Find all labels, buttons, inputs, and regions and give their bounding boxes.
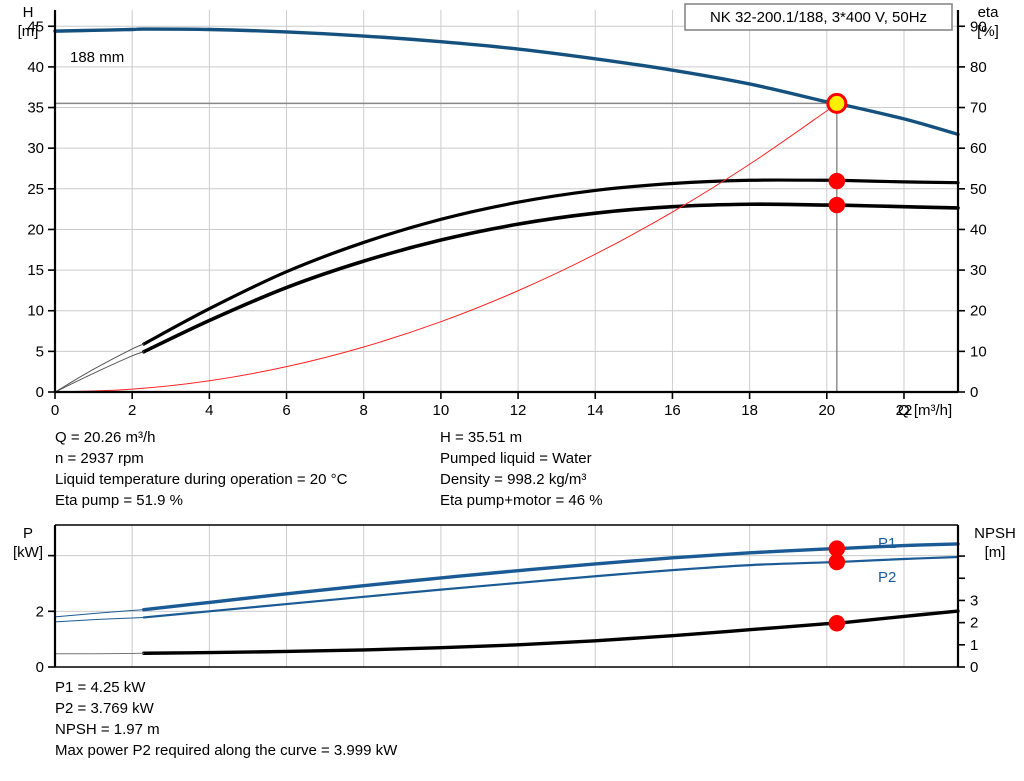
x-axis-tick-label: 8	[360, 402, 368, 419]
left-axis-tick-label: 45	[27, 18, 44, 35]
right-axis-tick-label: 30	[970, 262, 987, 279]
curve-eta-pump-motor	[141, 202, 960, 354]
p1-series-label: P1	[878, 535, 896, 552]
head-duty-point[interactable]	[826, 92, 848, 114]
curve-p1-thin-preamble	[54, 609, 145, 618]
x-axis-tick-label: 2	[128, 402, 136, 419]
power-npsh-chart: 0 2 0 1 2 3 P [kW] NPSH [m] P1 P2	[13, 524, 1016, 676]
right-axis-tick-label: 3	[970, 592, 978, 609]
curve-h-188-mm-	[53, 27, 960, 137]
right-axis-tick-label: 50	[970, 181, 987, 198]
duty-markers	[826, 92, 848, 214]
left-axis-tick-label: 10	[27, 303, 44, 320]
right-axis-tick-label: 0	[970, 659, 978, 676]
series-group	[54, 542, 960, 655]
operating-point-right-line-3: Eta pump+motor = 46 %	[440, 492, 603, 509]
operating-point-right-line-1: Pumped liquid = Water	[440, 450, 592, 467]
right-axis-tick-label: 40	[970, 221, 987, 238]
x-axis-tick-label: 4	[205, 402, 213, 419]
curve-p2-thin-preamble	[54, 616, 145, 623]
right-axis-unit: [m]	[985, 544, 1006, 561]
left-axis-tick-label: 30	[27, 140, 44, 157]
duty-markers	[828, 540, 846, 632]
power-info-line-1: P2 = 3.769 kW	[55, 700, 154, 717]
operating-point-left-line-1: n = 2937 rpm	[55, 450, 144, 467]
curve-eta-pump-motor-thin-preamble	[54, 351, 145, 393]
operating-point-left-line-2: Liquid temperature during operation = 20…	[55, 471, 348, 488]
curve-system-pipe-curve	[54, 102, 838, 393]
left-axis-tick-label: 15	[27, 262, 44, 279]
eta-pump-duty-point[interactable]	[828, 172, 846, 190]
head-eta-chart: 0 5 10 15 20 25 30 35 40 45 0 10 20 30 40 50 60 70 80 90 0 2 4…	[18, 3, 1000, 419]
power-info-line-0: P1 = 4.25 kW	[55, 679, 146, 696]
operating-point-right-line-2: Density = 998.2 kg/m³	[440, 471, 587, 488]
axes: 0 2 0 1 2 3	[36, 524, 978, 676]
operating-point-info-right: H = 35.51 m Pumped liquid = Water Density …	[440, 427, 603, 511]
x-axis-tick-label: 12	[510, 402, 527, 419]
left-axis-tick-label: 0	[36, 659, 44, 676]
left-axis-title: P	[23, 525, 33, 542]
x-axis-tick-label: 16	[664, 402, 681, 419]
impeller-diameter-label: 188 mm	[70, 49, 124, 66]
curve-eta-pump-thin-preamble	[54, 343, 145, 393]
axes: 0 5 10 15 20 25 30 35 40 45 0 10 20 30 40 50 60 70 80 90 0 2 4…	[27, 10, 987, 419]
pump-title: NK 32-200.1/188, 3*400 V, 50Hz	[710, 9, 927, 26]
right-axis-unit: [%]	[977, 23, 999, 40]
npsh-duty-point[interactable]	[828, 615, 846, 632]
operating-point-left-line-0: Q = 20.26 m³/h	[55, 429, 156, 446]
x-axis-tick-label: 0	[51, 402, 59, 419]
eta-pump-motor-duty-point[interactable]	[828, 196, 846, 214]
right-axis-tick-label: 1	[970, 637, 978, 654]
left-axis-title: H	[23, 4, 34, 21]
left-axis-tick-label: 25	[27, 181, 44, 198]
title-box	[684, 3, 953, 31]
x-axis-tick-label: 22	[896, 402, 913, 419]
duty-guides	[55, 102, 838, 392]
grid-lines	[54, 10, 958, 393]
right-axis-tick-label: 60	[970, 140, 987, 157]
operating-point-info-left: Q = 20.26 m³/h n = 2937 rpm Liquid tempera…	[55, 427, 347, 511]
p2-series-label: P2	[878, 569, 896, 586]
power-info-line-2: NPSH = 1.97 m	[55, 721, 160, 738]
power-info-line-3: Max power P2 required along the curve = …	[55, 742, 398, 759]
left-axis-unit: [m]	[18, 23, 39, 40]
right-axis-title: NPSH	[974, 525, 1016, 542]
x-axis-tick-label: 18	[741, 402, 758, 419]
x-axis-tick-label: 14	[587, 402, 604, 419]
left-axis-tick-label: 5	[36, 343, 44, 360]
x-axis-tick-label: 6	[282, 402, 290, 419]
left-axis-tick-label: 20	[27, 221, 44, 238]
operating-point-right-line-0: H = 35.51 m	[440, 429, 523, 446]
right-axis-tick-label: 2	[970, 615, 978, 632]
x-axis-tick-label: 20	[818, 402, 835, 419]
left-axis-unit: [kW]	[13, 544, 43, 561]
x-axis-tick-label: 10	[433, 402, 450, 419]
right-axis-tick-label: 0	[970, 384, 978, 401]
right-axis-tick-label: 20	[970, 303, 987, 320]
right-axis-tick-label: 10	[970, 343, 987, 360]
left-axis-tick-label: 0	[36, 384, 44, 401]
series-group	[53, 27, 960, 393]
left-axis-tick-label: 2	[36, 603, 44, 620]
x-axis-title: Q [m³/h]	[898, 402, 952, 419]
power-info-block: P1 = 4.25 kW P2 = 3.769 kW NPSH = 1.97 m Ma…	[55, 677, 397, 761]
right-axis-tick-label: 70	[970, 100, 987, 117]
left-axis-tick-label: 40	[27, 59, 44, 76]
left-axis-tick-label: 35	[27, 100, 44, 117]
curve-h-188-mm-thin-preamble	[54, 28, 145, 33]
right-axis-tick-label: 80	[970, 59, 987, 76]
p2-duty-point[interactable]	[828, 553, 846, 571]
operating-point-left-line-3: Eta pump = 51.9 %	[55, 492, 183, 509]
right-axis-title: eta	[978, 4, 1000, 21]
right-axis-tick-label: 90	[970, 18, 987, 35]
